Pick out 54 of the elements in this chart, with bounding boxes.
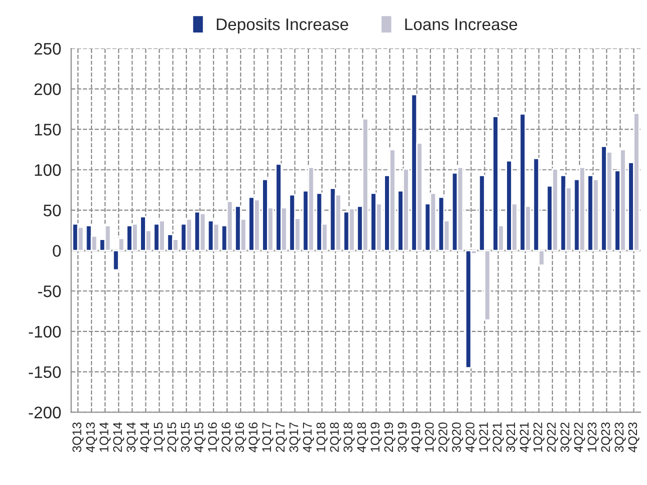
y-tick-label: -50 [38, 285, 61, 298]
x-tick-label: 3Q21 [506, 422, 518, 452]
y-tick-label: -150 [28, 366, 61, 378]
y-tick-label: -100 [28, 326, 61, 338]
x-tick-label: 3Q15 [180, 422, 192, 452]
x-tick-label: 2Q19 [384, 422, 396, 452]
x-tick-label: 3Q18 [344, 422, 355, 452]
x-tick-label: 4Q18 [357, 422, 368, 452]
x-tick-label: 1Q15 [154, 422, 165, 452]
x-tick-label: 3Q22 [560, 422, 572, 452]
x-tick-label: 4Q19 [411, 422, 422, 452]
x-tick-label: 4Q20 [466, 422, 477, 452]
x-tick-label: 3Q14 [126, 422, 138, 452]
x-tick-label: 1Q23 [588, 422, 599, 452]
y-tick-label: 200 [34, 83, 61, 96]
x-tick-label: 2Q14 [113, 422, 124, 452]
x-tick-label: 1Q22 [533, 422, 544, 452]
x-tick-label: 1Q14 [100, 422, 111, 452]
x-tick-label: 3Q19 [398, 422, 409, 452]
x-tick-label: 3Q13 [72, 422, 84, 452]
x-tick-label: 3Q16 [235, 422, 246, 452]
y-tick-label: 50 [44, 204, 61, 216]
x-tick-label: 1Q19 [370, 422, 382, 452]
x-tick-label: 1Q18 [316, 422, 328, 452]
x-tick-label: 2Q15 [167, 422, 178, 452]
x-tick-label: 4Q16 [248, 422, 260, 452]
legend-label: Deposits Increase [216, 18, 348, 34]
x-tick-label: 3Q23 [614, 422, 626, 452]
y-tick-label: 250 [34, 42, 61, 55]
x-tick-label: 2Q20 [438, 422, 450, 452]
x-tick-label: 3Q20 [452, 422, 464, 452]
x-tick-label: 2Q16 [222, 422, 233, 452]
x-tick-label: 1Q17 [262, 422, 274, 452]
y-tick-label: 100 [34, 164, 61, 176]
x-tick-label: 1Q21 [479, 422, 490, 452]
y-tick-label: 0 [52, 244, 61, 257]
x-tick-label: 2Q17 [276, 422, 287, 452]
x-tick-label: 2Q18 [330, 422, 342, 452]
y-tick-label: -200 [28, 406, 61, 418]
y-tick-label: 150 [34, 124, 61, 136]
x-tick-label: 2Q22 [546, 422, 558, 452]
x-tick-label: 4Q23 [628, 422, 640, 452]
x-tick-label: 2Q23 [601, 422, 612, 452]
x-tick-label: 4Q21 [520, 422, 531, 452]
x-tick-label: 2Q21 [492, 422, 504, 452]
legend-label: Loans Increase [405, 18, 518, 30]
x-tick-label: 1Q20 [424, 422, 436, 452]
x-tick-label: 4Q22 [574, 422, 586, 452]
x-tick-label: 4Q14 [140, 422, 152, 452]
x-tick-label: 4Q13 [86, 422, 98, 452]
x-tick-label: 4Q15 [194, 422, 206, 452]
x-tick-label: 3Q17 [289, 422, 300, 452]
x-tick-label: 1Q16 [208, 422, 220, 452]
x-tick-label: 4Q17 [302, 422, 314, 452]
